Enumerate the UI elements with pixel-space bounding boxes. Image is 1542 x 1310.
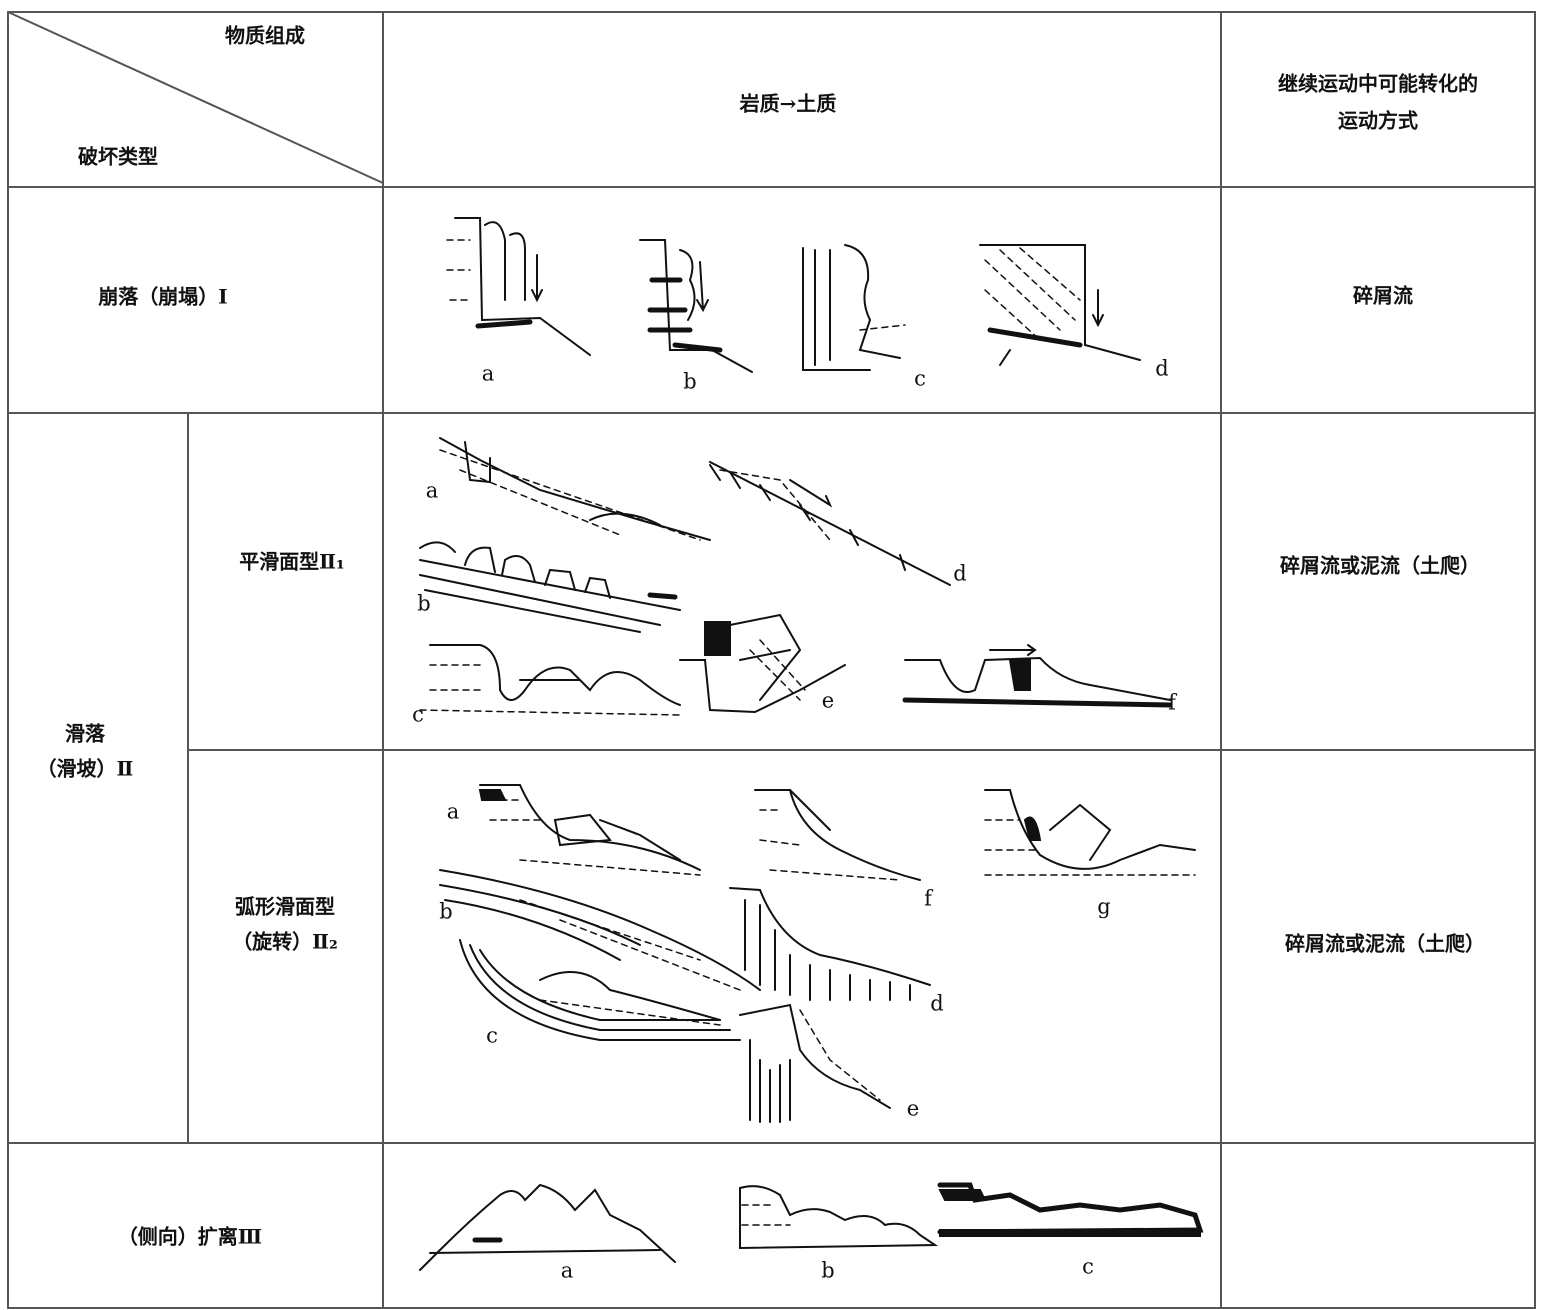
sketches: [419, 217, 1204, 1271]
table-grid: [7, 11, 1536, 1309]
header-text: 岩质→土质: [739, 92, 837, 116]
figure-label: a: [426, 479, 439, 503]
figure-label: b: [439, 900, 452, 924]
figure-label: e: [907, 1097, 919, 1121]
subrow-label: （旋转）Ⅱ₂: [232, 930, 338, 954]
header-text: 运动方式: [1338, 109, 1418, 133]
figure-labels: a b c d a b c d e f a b c d e f g a b c: [412, 357, 1178, 1283]
figure-label: e: [822, 689, 834, 713]
header-text: 继续运动中可能转化的: [1278, 72, 1478, 96]
row-label: （侧向）扩离Ⅲ: [118, 1225, 262, 1249]
transform-text: 碎屑流: [1353, 284, 1413, 308]
header-text: 物质组成: [225, 24, 305, 48]
figure-label: f: [924, 887, 934, 911]
figure-label: b: [417, 592, 430, 616]
header-text: 破坏类型: [78, 145, 158, 169]
figure-label: c: [1082, 1255, 1094, 1279]
figure-label: c: [412, 703, 424, 727]
figure-label: f: [1168, 691, 1178, 715]
figure-label: c: [914, 367, 926, 391]
figure-label: a: [482, 362, 495, 386]
figure-label: g: [1097, 895, 1110, 919]
figure-label: d: [930, 992, 943, 1016]
subrow-label: 弧形滑面型: [235, 895, 335, 919]
figure-label: b: [821, 1259, 834, 1283]
figure-label: d: [953, 562, 966, 586]
row-label: 滑落: [65, 722, 106, 746]
row-label: 崩落（崩塌）Ⅰ: [98, 285, 227, 309]
row-label: （滑坡）Ⅱ: [37, 757, 134, 781]
figure-label: b: [683, 370, 696, 394]
transform-text: 碎屑流或泥流（土爬）: [1280, 554, 1480, 578]
transform-text: 碎屑流或泥流（土爬）: [1285, 932, 1485, 956]
figure-label: d: [1155, 357, 1168, 381]
figure-label: c: [486, 1024, 498, 1048]
figure-label: a: [447, 800, 460, 824]
figure-label: a: [561, 1259, 574, 1283]
subrow-label: 平滑面型Ⅱ₁: [239, 550, 345, 574]
